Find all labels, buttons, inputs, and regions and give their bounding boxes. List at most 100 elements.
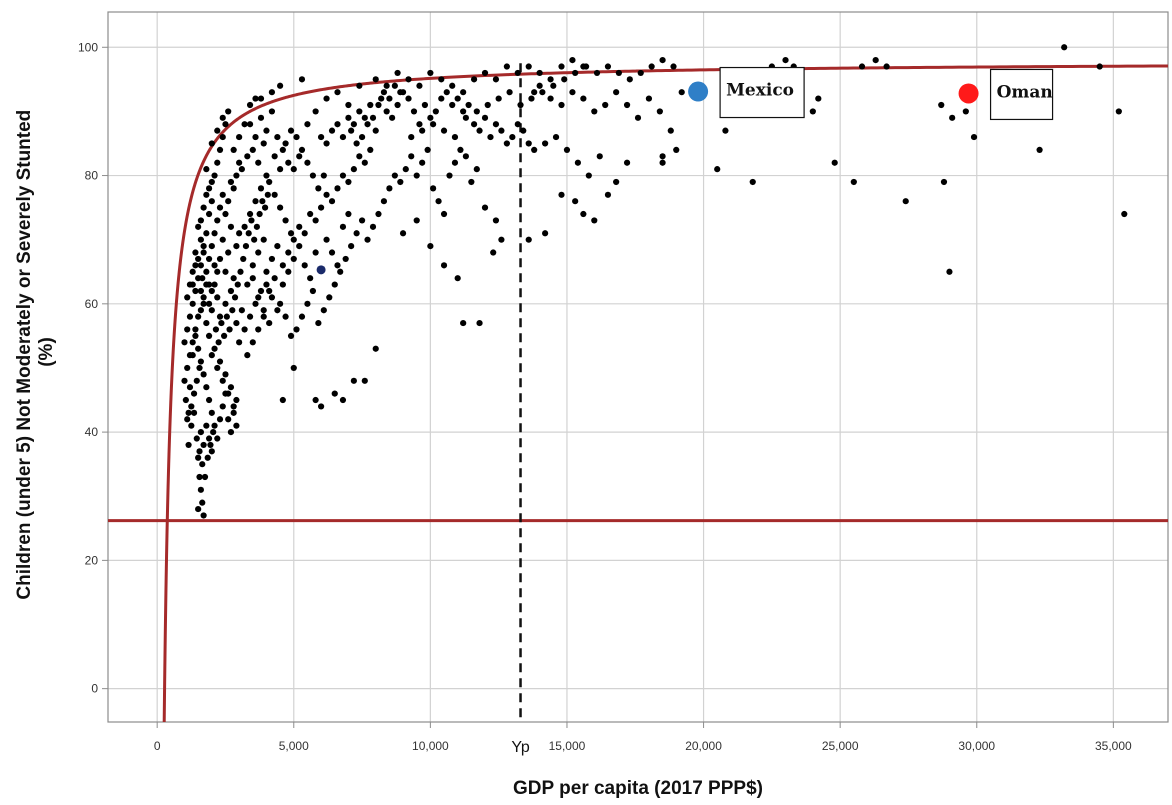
data-point [290, 255, 297, 263]
data-point [290, 364, 297, 372]
data-point [200, 294, 207, 301]
data-point [356, 82, 363, 89]
data-point [233, 172, 240, 179]
data-point [196, 448, 203, 455]
data-point [312, 108, 319, 115]
data-point [323, 191, 330, 198]
data-point [424, 146, 431, 153]
data-point [465, 101, 472, 109]
data-point [253, 223, 260, 230]
data-point [334, 185, 341, 192]
data-point [261, 204, 269, 211]
data-point [208, 178, 215, 186]
data-point [659, 57, 666, 64]
data-point [585, 172, 592, 179]
data-point [334, 121, 341, 128]
data-point [252, 198, 259, 205]
data-point [1115, 108, 1122, 115]
data-point [192, 287, 199, 295]
data-point [246, 121, 254, 128]
data-point [225, 249, 232, 256]
data-point [257, 114, 265, 121]
data-point [186, 352, 194, 359]
data-point [188, 403, 195, 410]
data-point [405, 76, 412, 83]
data-point [399, 230, 407, 237]
data-point [246, 210, 254, 218]
data-point [214, 294, 221, 301]
data-point [492, 76, 500, 83]
data-point [334, 89, 341, 96]
data-point [782, 57, 789, 64]
y-tick-label: 60 [85, 297, 99, 311]
data-point [208, 198, 215, 205]
data-point [260, 307, 267, 314]
data-point [244, 281, 251, 288]
data-point [369, 223, 377, 230]
data-point [186, 384, 194, 391]
data-point [200, 249, 207, 256]
data-point [503, 63, 510, 70]
data-point [233, 422, 240, 429]
data-point [219, 133, 226, 141]
data-point [328, 127, 336, 134]
data-point [659, 159, 666, 166]
data-point [320, 172, 327, 179]
data-point [214, 435, 221, 442]
data-point [203, 268, 210, 275]
data-point [186, 281, 194, 288]
data-point [949, 114, 956, 121]
data-point [234, 281, 241, 288]
data-point [536, 82, 543, 89]
y-tick-label: 100 [78, 40, 98, 54]
data-point [427, 243, 434, 250]
data-point [200, 441, 207, 449]
data-point [207, 441, 214, 449]
data-point [263, 127, 270, 134]
data-point [623, 159, 631, 166]
data-point [596, 153, 603, 160]
data-point [558, 191, 565, 198]
data-point [219, 377, 226, 384]
data-point [203, 422, 210, 429]
data-point [215, 339, 222, 346]
data-point [714, 166, 721, 173]
data-point [539, 89, 546, 96]
data-point [230, 146, 237, 153]
x-tick-label: 30,000 [958, 739, 995, 753]
data-point [413, 172, 420, 179]
data-point [216, 255, 224, 263]
data-point [678, 89, 685, 96]
data-point [320, 307, 327, 314]
data-point [1036, 146, 1043, 153]
data-point [591, 108, 598, 115]
data-point [229, 307, 236, 314]
data-point [193, 377, 200, 384]
data-point [222, 300, 229, 307]
data-point [498, 236, 505, 243]
data-point [309, 172, 316, 179]
callout-label: Oman [997, 82, 1053, 102]
data-point [193, 435, 200, 442]
data-point [938, 101, 945, 109]
data-point [274, 133, 281, 141]
data-point [473, 108, 480, 115]
data-point [339, 396, 347, 404]
data-point [361, 159, 368, 166]
data-point [468, 178, 475, 186]
data-point [345, 101, 352, 109]
data-point [298, 76, 306, 83]
data-point [181, 339, 188, 346]
data-point [383, 108, 390, 115]
data-point [369, 114, 377, 121]
data-point [188, 422, 195, 429]
data-point [446, 172, 453, 179]
data-point [249, 262, 256, 269]
data-point [358, 217, 366, 224]
data-point [386, 185, 393, 192]
data-point [214, 159, 221, 166]
fitted-curve [162, 64, 1169, 723]
data-point [233, 319, 240, 327]
data-point [542, 140, 549, 147]
data-point [293, 133, 300, 141]
